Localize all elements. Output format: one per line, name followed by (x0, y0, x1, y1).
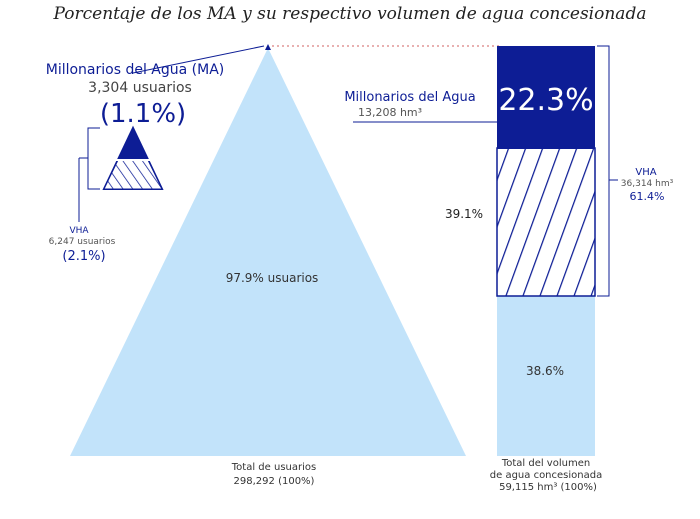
vha-volume-pct: 61.4% (630, 190, 665, 203)
vha-users-label: VHA (69, 226, 89, 236)
vha-volume-label: VHA (635, 167, 656, 178)
total-users-line1: Total de usuarios (231, 462, 316, 473)
others-users-label: 97.9% usuarios (226, 271, 319, 285)
ma-volume-label: Millonarios del Agua (344, 90, 475, 105)
chart-title: Porcentaje de los MA y su respectivo vol… (53, 4, 647, 24)
vha-users-count: 6,247 usuarios (49, 237, 116, 247)
mini-pyramid-vha-segment (103, 159, 163, 190)
vha-hatched-pct: 39.1% (445, 207, 483, 221)
ma-users-pct: (1.1%) (100, 99, 186, 129)
bar-others-segment (497, 296, 595, 456)
ma-volume-pct: 22.3% (498, 83, 593, 118)
pyramid-ma-tip (265, 44, 271, 50)
mini-pyramid-ma-segment (118, 128, 148, 160)
total-volume-line2: de agua concesionada (490, 470, 602, 481)
others-volume-pct: 38.6% (526, 364, 564, 378)
vha-users-pct: (2.1%) (62, 249, 105, 264)
ma-users-label: Millonarios del Agua (MA) (46, 62, 225, 78)
total-users-line2: 298,292 (100%) (234, 476, 315, 487)
ma-users-count: 3,304 usuarios (88, 80, 192, 96)
vha-volume-value: 36,314 hm³ (621, 179, 674, 189)
total-volume-line1: Total del volumen (501, 458, 590, 469)
vha-volume-bracket (597, 45, 610, 297)
bar-vha-hatched-segment (496, 147, 596, 297)
pyramid-others-segment (70, 48, 466, 456)
bar-ma-segment (497, 46, 595, 149)
total-volume-line3: 59,115 hm³ (100%) (499, 482, 597, 493)
ma-volume-value: 13,208 hm³ (358, 106, 422, 119)
ma-users-connector (132, 45, 265, 74)
vha-users-bracket (87, 127, 100, 190)
